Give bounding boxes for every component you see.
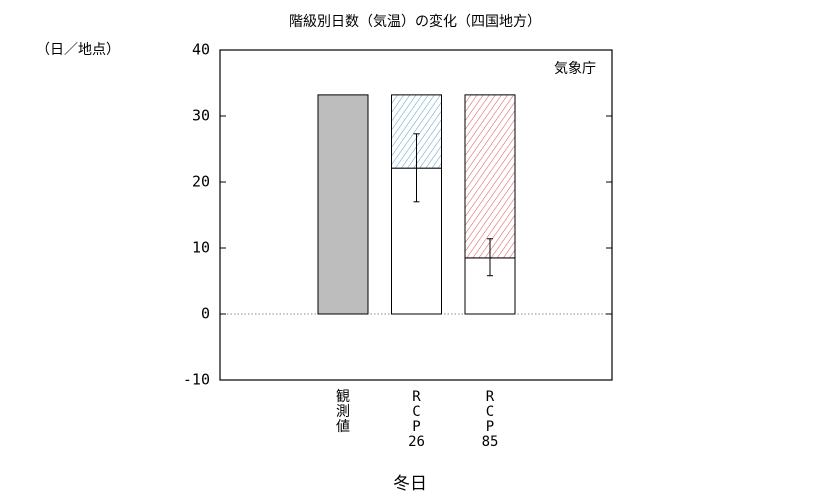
- x-tick-label: P: [412, 419, 420, 435]
- x-axis-label: 冬日: [393, 474, 427, 494]
- x-tick-label: R: [486, 389, 495, 405]
- bar-segment: [317, 94, 369, 315]
- plot-frame: [219, 49, 613, 381]
- x-tick-label: 26: [408, 434, 425, 450]
- x-tick-label: 観: [336, 388, 350, 405]
- y-tick-label: 20: [192, 173, 210, 191]
- x-tick-label: C: [412, 404, 420, 420]
- x-tick-label: P: [486, 419, 494, 435]
- x-tick-label: C: [486, 404, 494, 420]
- y-tick-label: 30: [192, 107, 210, 125]
- bar-segment: [464, 94, 516, 259]
- y-tick-label: -10: [183, 371, 210, 389]
- x-tick-label: 値: [336, 419, 350, 435]
- x-tick-label: R: [412, 389, 421, 405]
- y-axis-label: （日／地点）: [36, 42, 120, 58]
- y-tick-label: 0: [201, 305, 210, 323]
- y-tick-label: 40: [192, 41, 210, 59]
- y-tick-label: 10: [192, 239, 210, 257]
- annotation: 気象庁: [554, 61, 596, 77]
- chart-title: 階級別日数（気温）の変化（四国地方）: [289, 13, 541, 30]
- x-tick-label: 測: [336, 404, 350, 420]
- x-tick-label: 85: [482, 434, 499, 450]
